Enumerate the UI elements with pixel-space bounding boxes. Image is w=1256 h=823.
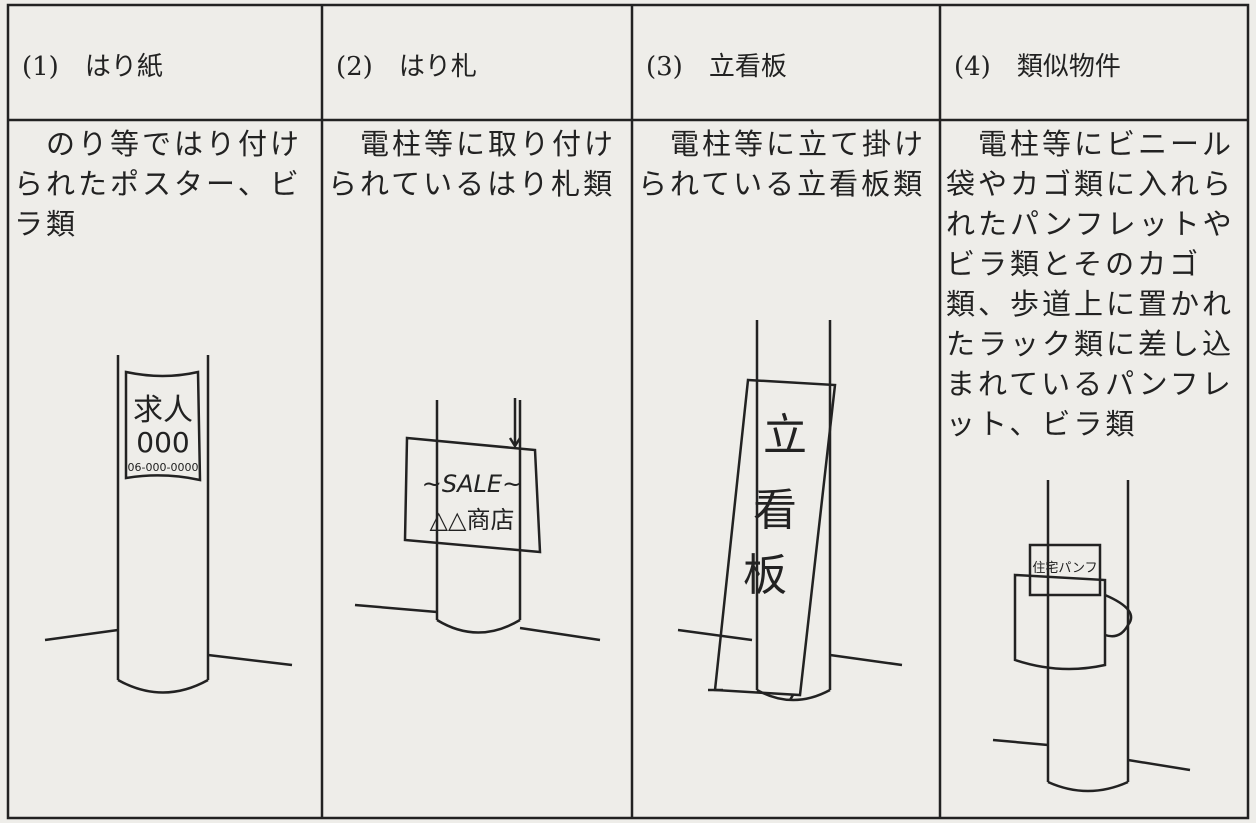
sign-text: 立 (763, 410, 807, 461)
standing-board (677, 320, 903, 702)
plate-pole (354, 398, 601, 642)
sign-text: 板 (743, 550, 787, 601)
description-line: られている立看板類 (638, 167, 926, 201)
sign-text: 住宅パンフ (1032, 561, 1097, 576)
column-heading: (3) 立看板 (646, 52, 787, 82)
description-line: 類、歩道上に置かれ (946, 287, 1235, 321)
sign-text: △△商店 (430, 506, 515, 534)
sign-text: 看 (753, 485, 797, 536)
description-line: 電柱等にビニール (978, 127, 1235, 161)
description-line: ラ類 (14, 207, 79, 241)
description-line: まれているパンフレ (946, 367, 1234, 401)
sign-text: 000 (136, 426, 189, 459)
description-line: ット、ビラ類 (946, 407, 1138, 441)
sign-text: 06-000-0000 (128, 461, 199, 474)
description-line: られているはり札類 (328, 167, 616, 201)
table-border (6, 3, 1250, 820)
description-line: 電柱等に立て掛け (670, 127, 927, 161)
rack-pole (992, 480, 1191, 793)
description-line: 袋やカゴ類に入れら (946, 167, 1235, 201)
column-heading: (1) はり紙 (22, 52, 163, 82)
description-line: ビラ類とそのカゴ (946, 247, 1202, 281)
description-line: 電柱等に取り付け (360, 127, 617, 161)
poster-pole (44, 355, 293, 694)
column-heading: (4) 類似物件 (954, 52, 1121, 82)
sign-text: ~SALE~ (422, 470, 522, 498)
description-line: のり等ではり付け (46, 127, 303, 161)
description-line: れたパンフレットや (946, 207, 1235, 241)
column-heading: (2) はり札 (336, 52, 477, 82)
sign-text: 求人 (133, 393, 193, 428)
description-line: られたポスター、ビ (14, 167, 302, 201)
description-line: たラック類に差し込 (946, 327, 1235, 361)
